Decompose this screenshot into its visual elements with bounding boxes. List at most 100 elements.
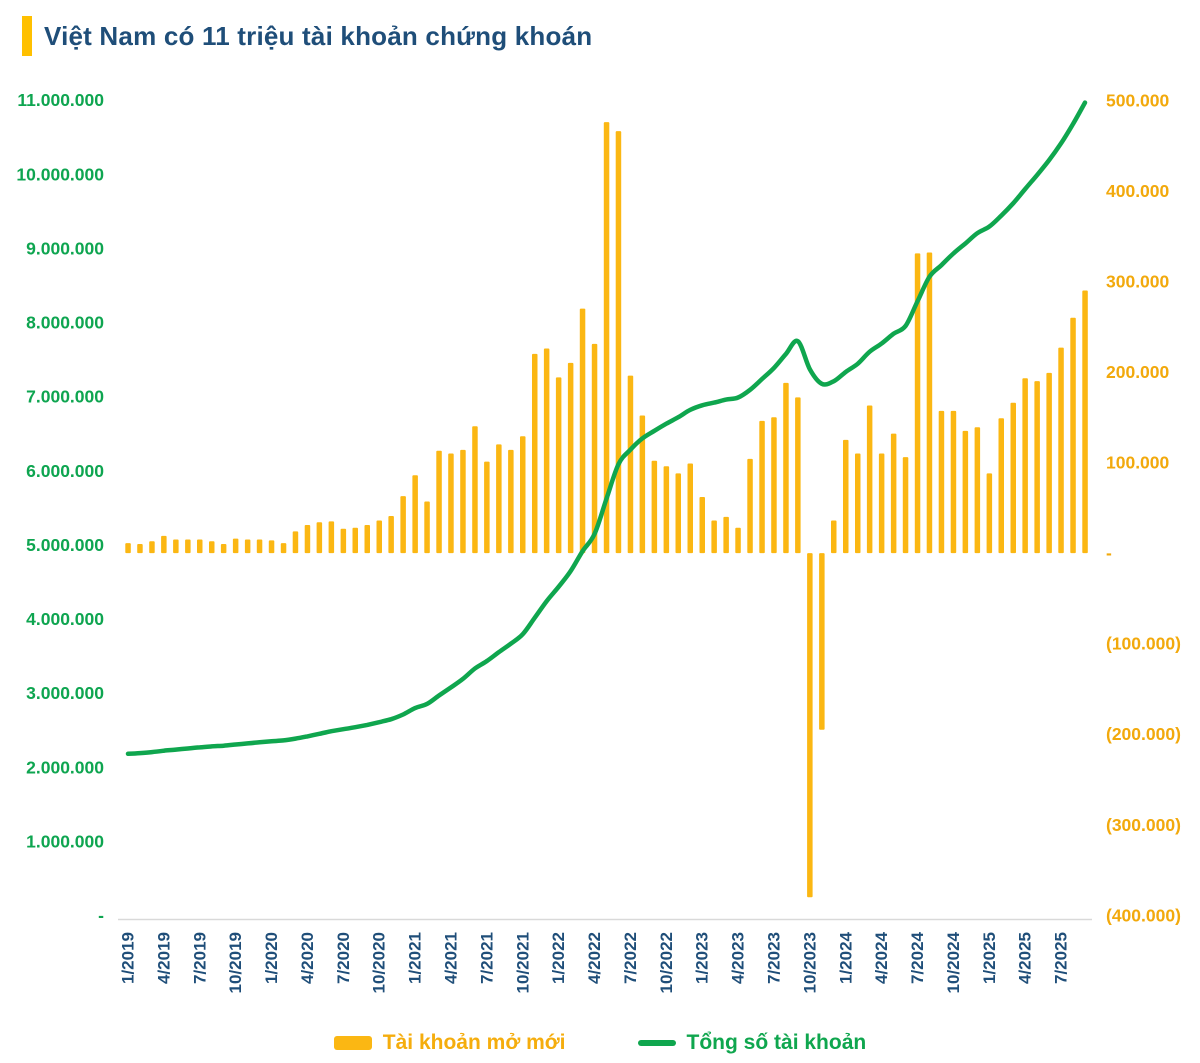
- y-left-tick-label: 7.000.000: [26, 387, 104, 407]
- x-tick-label: 10/2023: [800, 932, 819, 993]
- bar-tai-khoan-mo-moi: [125, 543, 131, 554]
- bar-tai-khoan-mo-moi: [1022, 378, 1028, 554]
- x-tick-label: 4/2023: [729, 932, 748, 984]
- bar-tai-khoan-mo-moi: [137, 544, 143, 554]
- bar-tai-khoan-mo-moi: [173, 539, 179, 554]
- bar-tai-khoan-mo-moi: [220, 544, 227, 554]
- bar-tai-khoan-mo-moi: [747, 458, 753, 554]
- x-tick-label: 4/2019: [154, 932, 173, 984]
- y-left-tick-label: 1.000.000: [26, 831, 104, 851]
- bar-tai-khoan-mo-moi: [436, 450, 442, 554]
- x-tick-label: 1/2025: [980, 932, 999, 984]
- bar-tai-khoan-mo-moi: [496, 444, 502, 554]
- legend-item-new-accounts: Tài khoản mở mới: [333, 1031, 566, 1055]
- bar-tai-khoan-mo-moi: [950, 410, 957, 554]
- bar-tai-khoan-mo-moi: [304, 525, 311, 554]
- x-tick-label: 10/2024: [944, 931, 963, 993]
- y-left-tick-label: 3.000.000: [26, 683, 104, 703]
- bar-tai-khoan-mo-moi: [520, 436, 526, 554]
- y-right-tick-label: (400.000): [1106, 905, 1181, 925]
- bar-tai-khoan-mo-moi: [292, 531, 299, 554]
- chart-header: Việt Nam có 11 triệu tài khoản chứng kho…: [22, 16, 592, 56]
- bar-tai-khoan-mo-moi: [926, 252, 933, 554]
- bar-tai-khoan-mo-moi: [1046, 372, 1052, 554]
- bar-tai-khoan-mo-moi: [663, 466, 670, 554]
- bar-tai-khoan-mo-moi: [843, 439, 849, 554]
- bar-tai-khoan-mo-moi: [974, 427, 981, 554]
- bar-tai-khoan-mo-moi: [687, 463, 693, 554]
- y-right-tick-label: 300.000: [1106, 271, 1170, 291]
- bar-tai-khoan-mo-moi: [1058, 347, 1064, 554]
- bar-tai-khoan-mo-moi: [185, 539, 191, 554]
- bar-tai-khoan-mo-moi: [364, 525, 370, 554]
- y-right-tick-label: 500.000: [1106, 90, 1170, 110]
- bar-tai-khoan-mo-moi: [783, 382, 789, 554]
- bar-tai-khoan-mo-moi: [579, 308, 586, 554]
- x-tick-label: 7/2025: [1052, 932, 1071, 984]
- bar-tai-khoan-mo-moi: [1034, 381, 1040, 554]
- bar-tai-khoan-mo-moi: [615, 131, 622, 554]
- bar-tai-khoan-mo-moi: [532, 353, 538, 554]
- bar-tai-khoan-mo-moi: [376, 520, 382, 554]
- x-tick-label: 4/2024: [872, 931, 891, 984]
- bar-tai-khoan-mo-moi: [878, 453, 885, 554]
- bar-tai-khoan-mo-moi: [244, 539, 251, 554]
- bar-tai-khoan-mo-moi: [543, 348, 550, 554]
- bar-tai-khoan-mo-moi: [161, 535, 167, 554]
- bar-tai-khoan-mo-moi: [795, 397, 801, 554]
- x-tick-label: 4/2022: [585, 932, 604, 984]
- x-tick-label: 10/2021: [513, 932, 532, 993]
- bar-tai-khoan-mo-moi: [256, 539, 263, 554]
- bar-tai-khoan-mo-moi: [807, 553, 813, 898]
- legend: Tài khoản mở mới Tổng số tài khoản: [0, 1031, 1200, 1055]
- x-tick-label: 1/2023: [693, 932, 712, 984]
- x-tick-label: 7/2024: [908, 931, 927, 984]
- y-right-tick-label: (200.000): [1106, 724, 1181, 744]
- bar-tai-khoan-mo-moi: [328, 521, 335, 554]
- bar-tai-khoan-mo-moi: [591, 343, 598, 554]
- bar-tai-khoan-mo-moi: [855, 453, 861, 554]
- y-right-tick-label: (100.000): [1106, 634, 1181, 654]
- bar-tai-khoan-mo-moi: [555, 377, 562, 554]
- x-tick-label: 10/2020: [370, 932, 389, 993]
- bar-tai-khoan-mo-moi: [460, 449, 466, 554]
- bar-tai-khoan-mo-moi: [280, 543, 287, 554]
- bar-tai-khoan-mo-moi: [866, 405, 873, 554]
- bar-tai-khoan-mo-moi: [424, 501, 430, 554]
- line-tong-so-tai-khoan: [125, 100, 1088, 757]
- y-right-tick-label: 100.000: [1106, 453, 1170, 473]
- bar-tai-khoan-mo-moi: [819, 553, 825, 730]
- bar-tai-khoan-mo-moi: [699, 497, 705, 554]
- x-tick-label: 1/2024: [836, 931, 855, 984]
- y-right-tick-label: -: [1106, 543, 1112, 563]
- y-left-tick-label: 10.000.000: [16, 164, 104, 184]
- bar-tai-khoan-mo-moi: [627, 375, 634, 554]
- bar-tai-khoan-mo-moi: [771, 417, 777, 554]
- bar-tai-khoan-mo-moi: [639, 415, 646, 554]
- bar-tai-khoan-mo-moi: [316, 522, 323, 554]
- bar-tai-khoan-mo-moi: [675, 473, 681, 554]
- bar-tai-khoan-mo-moi: [998, 418, 1004, 554]
- bar-tai-khoan-mo-moi: [232, 538, 239, 554]
- bar-tai-khoan-mo-moi: [723, 516, 729, 554]
- bar-tai-khoan-mo-moi: [735, 527, 741, 554]
- y-right-tick-label: 200.000: [1106, 362, 1170, 382]
- legend-line-swatch: [637, 1040, 676, 1046]
- bar-tai-khoan-mo-moi: [1070, 317, 1076, 554]
- title-accent-bar: [22, 16, 32, 56]
- y-left-tick-label: -: [98, 906, 104, 926]
- bar-tai-khoan-mo-moi: [412, 475, 418, 554]
- x-tick-label: 1/2020: [262, 932, 281, 984]
- x-tick-label: 7/2019: [190, 932, 209, 984]
- bar-tai-khoan-mo-moi: [400, 496, 406, 554]
- legend-line-label: Tổng số tài khoản: [686, 1031, 867, 1054]
- x-tick-label: 1/2022: [549, 932, 568, 984]
- legend-bar-swatch: [333, 1036, 372, 1050]
- bar-tai-khoan-mo-moi: [962, 430, 969, 554]
- bar-tai-khoan-mo-moi: [340, 528, 347, 554]
- x-tick-label: 4/2021: [441, 932, 460, 984]
- bar-tai-khoan-mo-moi: [986, 473, 993, 554]
- y-right-tick-label: 400.000: [1106, 181, 1170, 201]
- bar-tai-khoan-mo-moi: [149, 541, 155, 554]
